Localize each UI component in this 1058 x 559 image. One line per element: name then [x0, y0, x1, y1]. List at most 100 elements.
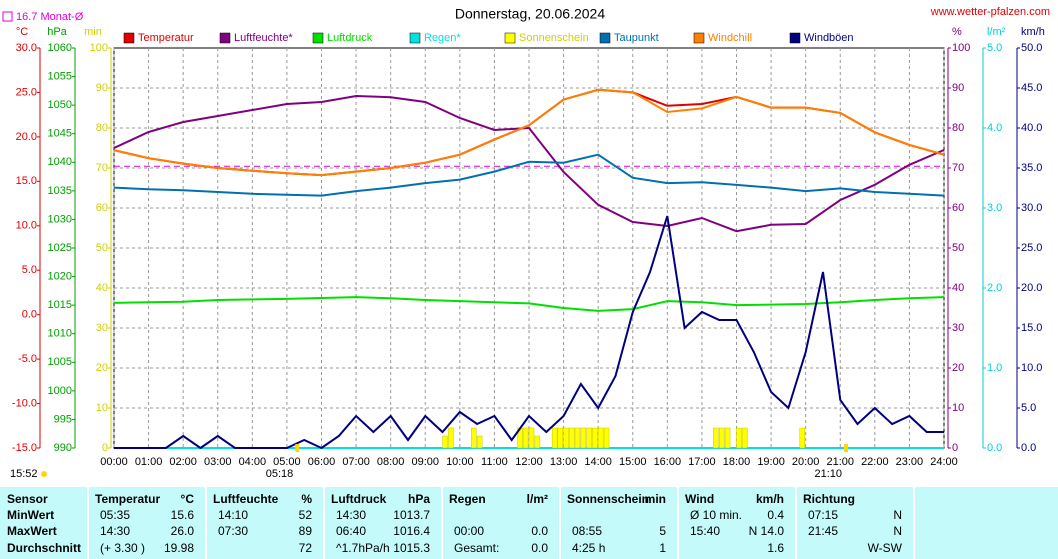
series-line [113, 153, 945, 197]
current-time-dot [41, 471, 47, 477]
legend-swatch [504, 32, 516, 44]
legend-label: Windböen [804, 32, 854, 44]
column-separator [913, 487, 915, 559]
x-tick-label: 16:00 [654, 456, 682, 468]
axis-unit: °C [16, 26, 28, 38]
cell-right: N [893, 524, 902, 538]
sunshine-bar [580, 427, 587, 449]
cell-right: 72 [298, 541, 312, 555]
y-tick-label: 1035 [48, 185, 72, 197]
sunshine-bar [586, 427, 593, 449]
cell-right: 1 [659, 541, 666, 555]
y-tick-label: 70 [96, 162, 108, 174]
y-tick-label: 1020 [48, 270, 72, 282]
legend-swatch [599, 32, 611, 44]
axis-unit: l/m² [987, 26, 1006, 38]
legend-label: Sonnenschein [519, 32, 589, 44]
y-tick-label: 1005 [48, 356, 72, 368]
y-tick-label: 1000 [48, 385, 72, 397]
x-tick-label: 08:00 [377, 456, 405, 468]
column-separator [323, 487, 325, 559]
axis-unit: km/h [1021, 26, 1045, 38]
legend-label: Regen* [424, 32, 461, 44]
series-line [113, 88, 945, 177]
cell-left: 14:30 [100, 524, 131, 538]
cell-left: 00:00 [454, 524, 485, 538]
column-separator [205, 487, 207, 559]
sunshine-bar [448, 427, 454, 449]
column-header: Regen [449, 492, 486, 506]
x-tick-label: 14:00 [584, 456, 612, 468]
y-tick-label: 25.0 [1021, 242, 1042, 254]
series-line [113, 94, 945, 233]
y-tick-label: 15.0 [16, 175, 37, 187]
cell-right: 0.0 [531, 524, 548, 538]
y-tick-label: 995 [54, 413, 72, 425]
y-tick-label: 15.0 [1021, 322, 1042, 334]
y-tick-label: 2.0 [987, 282, 1002, 294]
cell-right: 1013.7 [393, 508, 430, 522]
y-tick-label: 1030 [48, 213, 72, 225]
axis-unit: min [84, 26, 102, 38]
cell-left: 14:10 [218, 508, 249, 522]
legend-swatch [219, 32, 231, 44]
x-tick-label: 00:00 [100, 456, 128, 468]
y-tick-label: 0.0 [987, 442, 1002, 454]
y-tick-label: 4.0 [987, 122, 1002, 134]
x-tick-label: 21:00 [826, 456, 854, 468]
x-tick-label: 01:00 [135, 456, 163, 468]
y-tick-label: 20.0 [16, 131, 37, 143]
legend-label: Luftfeuchte* [234, 32, 293, 44]
sunrise-marker [295, 444, 300, 452]
y-tick-label: 5.0 [22, 264, 37, 276]
sunshine-bar [799, 427, 806, 449]
sunshine-bar [528, 427, 535, 449]
y-tick-label: 45.0 [1021, 82, 1042, 94]
sunshine-bar [557, 427, 563, 449]
column-unit: l/m² [526, 492, 548, 506]
legend-swatch [693, 32, 705, 44]
y-tick-label: 20 [952, 362, 964, 374]
column-header: Sensor [7, 492, 48, 506]
y-tick-label: 3.0 [987, 202, 1002, 214]
cell-right: W-SW [867, 541, 902, 555]
y-tick-label: 1055 [48, 70, 72, 82]
y-tick-label: 25.0 [16, 86, 37, 98]
series-line [113, 296, 945, 312]
month-avg-label: 16.7 Monat-Ø [16, 11, 84, 23]
y-tick-label: 10.0 [16, 220, 37, 232]
sunshine-bar [522, 427, 529, 449]
y-tick-label: 1.0 [987, 362, 1002, 374]
cell-left: (+ 3.30 ) [100, 541, 146, 555]
x-tick-label: 03:00 [204, 456, 232, 468]
y-tick-label: 70 [952, 162, 964, 174]
cell-left: 14:30 [336, 508, 367, 522]
y-tick-label: 0 [102, 442, 108, 454]
y-tick-label: 10 [952, 402, 964, 414]
legend-swatch [789, 32, 801, 44]
y-tick-label: 40.0 [1021, 122, 1042, 134]
column-separator [441, 487, 443, 559]
cell-right: 1.6 [767, 541, 784, 555]
sunshine-bar [476, 435, 483, 449]
y-tick-label: 35.0 [1021, 162, 1042, 174]
column-unit: km/h [755, 492, 784, 506]
cell-right: 0.4 [767, 508, 784, 522]
x-tick-label: 07:00 [342, 456, 370, 468]
column-header: Luftdruck [331, 492, 387, 506]
sunshine-bar [563, 427, 569, 449]
y-tick-label: 990 [54, 442, 72, 454]
y-tick-label: 1025 [48, 242, 72, 254]
cell-left: ^1.7hPa/h [336, 541, 390, 555]
cell-right: 5 [659, 524, 666, 538]
x-tick-label: 10:00 [446, 456, 474, 468]
chart: Donnerstag, 20.06.2024 www.wetter-pfalze… [2, 6, 1050, 480]
sunshine-bar [569, 427, 575, 449]
axis-unit: % [952, 26, 962, 38]
column-unit: % [301, 492, 312, 506]
column-unit: °C [180, 492, 194, 506]
sunshine-bar [718, 427, 725, 449]
cell-left: 08:55 [572, 524, 603, 538]
legend-label: Luftdruck [327, 32, 373, 44]
x-tick-label: 12:00 [515, 456, 543, 468]
